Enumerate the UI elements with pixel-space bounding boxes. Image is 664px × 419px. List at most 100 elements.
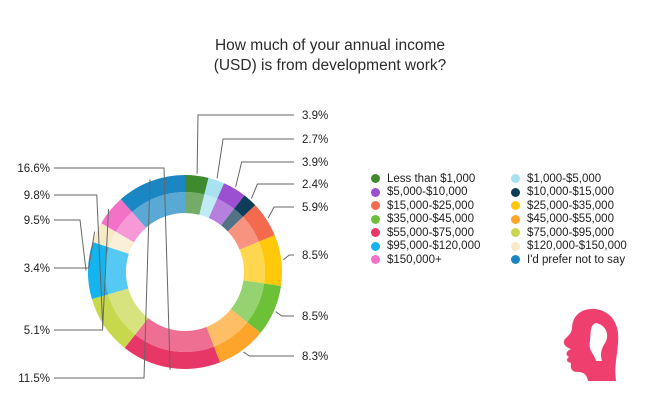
slice-less-than-1-000 [185, 175, 209, 215]
value-label: 5.1% [24, 325, 50, 337]
legend-swatch [511, 174, 520, 183]
slice-outer-band [204, 177, 225, 199]
slice-35-000-45-000 [230, 280, 281, 333]
slice-outer-band [242, 205, 275, 242]
legend-label: $95,000-$120,000 [387, 240, 481, 252]
legend-item: $120,000-$150,000 [511, 240, 627, 253]
slice-inner-band [199, 194, 218, 219]
slice-45-000-55-000 [206, 309, 261, 363]
legend-swatch [371, 228, 380, 237]
legend-item: Less than $1,000 [371, 172, 475, 185]
legend-label: $15,000-$25,000 [387, 199, 474, 212]
head-profile-icon [563, 308, 619, 381]
legend-swatch [371, 201, 380, 210]
slice-outer-band [124, 334, 221, 369]
slice-inner-band [239, 241, 265, 284]
legend-item: $5,000-$10,000 [371, 186, 468, 199]
leader-line [235, 161, 294, 188]
slice-inner-band [227, 216, 260, 250]
leader-line [243, 351, 294, 357]
leader-line [54, 209, 110, 331]
value-label: 9.5% [24, 215, 50, 227]
slice-95-000-120-000 [87, 242, 129, 300]
slice-15-000-25-000 [227, 205, 275, 250]
legend-item: $95,000-$120,000 [371, 240, 480, 253]
legend-swatch [511, 187, 520, 197]
legend-swatch [511, 201, 520, 210]
leader-line [196, 114, 294, 174]
leader-line [275, 311, 294, 317]
value-labels-layer: 3.9% 2.7% 3.9% 2.4% 5.9% 8.5% 8.5% 8.3% 16.6% 9.8… [17, 110, 328, 385]
legend-label: $1,000-$5,000 [527, 172, 602, 185]
slice-inner-band [221, 208, 243, 232]
legend-swatch [371, 255, 380, 264]
slice-inner-band [108, 288, 149, 335]
legend-label: $75,000-$95,000 [527, 226, 614, 239]
legend-swatch [371, 214, 380, 224]
value-label: 3.9% [302, 110, 328, 122]
slice-outer-band [217, 183, 245, 209]
legend-item: $55,000-$75,000 [371, 226, 474, 239]
slice-5-000-10-000 [208, 183, 245, 226]
slice-10-000-15-000 [221, 195, 256, 232]
slices-layer [87, 175, 282, 369]
legend-item: $15,000-$25,000 [371, 199, 474, 212]
slice-1-000-5-000 [199, 177, 225, 219]
legend-label: $45,000-$55,000 [527, 213, 614, 225]
slice-outer-band [234, 195, 256, 217]
leader-line [54, 219, 87, 271]
slice-outer-band [185, 175, 209, 195]
chart-title-line-2: (USD) is from development work? [213, 57, 447, 74]
slice-outer-band [259, 235, 282, 286]
slice-inner-band [230, 280, 265, 323]
legend-label: I'd prefer not to say [527, 253, 626, 266]
chart-title-line-1: How much of your annual income [214, 37, 446, 54]
legend-item: $150,000+ [371, 253, 442, 266]
value-label: 8.5% [302, 311, 328, 323]
slice-inner-band [115, 211, 146, 243]
slice-inner-band [185, 192, 205, 215]
legend-item: $75,000-$95,000 [511, 226, 614, 239]
slice-inner-band [206, 309, 248, 347]
slice-inner-band [105, 247, 129, 295]
leader-lines-layer [54, 114, 294, 379]
slice-55-000-75-000 [124, 318, 221, 369]
legend-swatch [371, 241, 380, 251]
slice-outer-band [120, 175, 185, 212]
leader-line [267, 206, 294, 219]
value-label: 9.8% [24, 190, 50, 202]
slice-inner-band [208, 198, 235, 226]
legend-swatch [511, 228, 520, 237]
value-label: 11.5% [18, 373, 50, 385]
value-label: 2.7% [302, 134, 328, 146]
slice-outer-band [87, 242, 109, 300]
legend-swatch [511, 214, 520, 224]
legend-swatch [371, 174, 380, 183]
legend-label: $55,000-$75,000 [387, 226, 474, 239]
slice-outer-band [213, 322, 261, 363]
value-label: 2.4% [302, 179, 328, 191]
leader-line [54, 231, 96, 269]
leader-line [54, 167, 171, 370]
slice-75-000-95-000 [91, 288, 149, 348]
legend-swatch [511, 241, 520, 251]
leader-line [54, 194, 104, 328]
legend-item: $45,000-$55,000 [511, 213, 614, 226]
legend-item: $35,000-$45,000 [371, 213, 474, 226]
slice-25-000-35-000 [239, 235, 282, 286]
legend-label: $5,000-$10,000 [387, 186, 468, 198]
leader-line [250, 183, 294, 199]
legend-item: $1,000-$5,000 [511, 172, 601, 185]
leader-line [282, 254, 294, 261]
slice-outer-band [247, 283, 281, 333]
legend-label: $150,000+ [387, 253, 442, 266]
legend-item: $10,000-$15,000 [511, 186, 614, 199]
legend-label: Less than $1,000 [387, 172, 476, 185]
value-label: 5.9% [302, 202, 328, 214]
value-label: 8.3% [302, 351, 328, 363]
slice-150-000 [101, 199, 146, 243]
slice-outer-band [101, 199, 133, 232]
slice-inner-band [108, 231, 135, 254]
value-label: 3.4% [24, 263, 50, 275]
